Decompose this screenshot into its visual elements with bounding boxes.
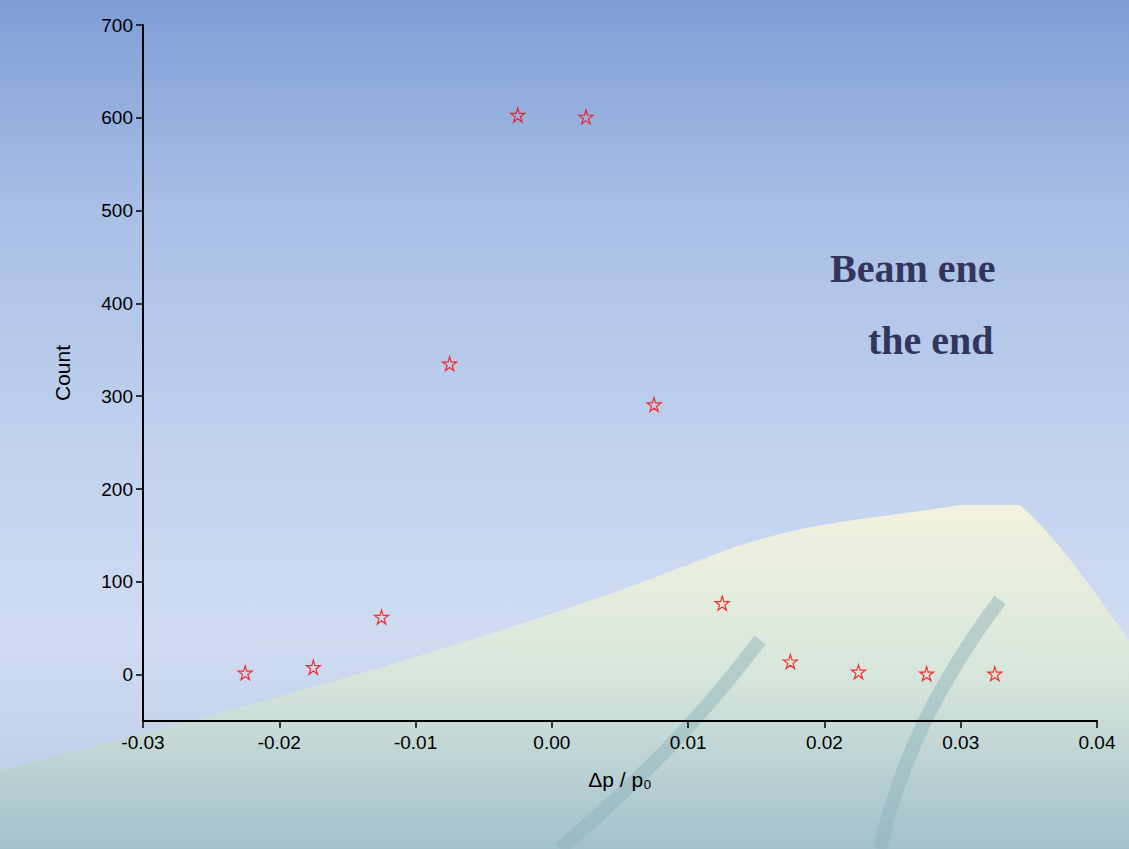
svg-text:Beam ene: Beam ene <box>830 246 996 291</box>
svg-text:0: 0 <box>122 664 133 685</box>
svg-text:200: 200 <box>101 479 133 500</box>
svg-text:500: 500 <box>101 200 133 221</box>
svg-text:0.04: 0.04 <box>1079 732 1116 753</box>
svg-text:Δp / p₀: Δp / p₀ <box>588 768 652 791</box>
svg-text:100: 100 <box>101 571 133 592</box>
svg-text:the end: the end <box>868 318 994 363</box>
svg-text:-0.01: -0.01 <box>394 732 437 753</box>
svg-text:0.00: 0.00 <box>533 732 570 753</box>
svg-text:0.02: 0.02 <box>806 732 843 753</box>
svg-text:-0.02: -0.02 <box>258 732 301 753</box>
svg-text:300: 300 <box>101 386 133 407</box>
svg-text:-0.03: -0.03 <box>121 732 164 753</box>
svg-text:0.01: 0.01 <box>670 732 707 753</box>
svg-text:700: 700 <box>101 15 133 36</box>
svg-text:Count: Count <box>51 345 74 401</box>
svg-text:0.03: 0.03 <box>942 732 979 753</box>
svg-text:400: 400 <box>101 293 133 314</box>
svg-text:600: 600 <box>101 107 133 128</box>
